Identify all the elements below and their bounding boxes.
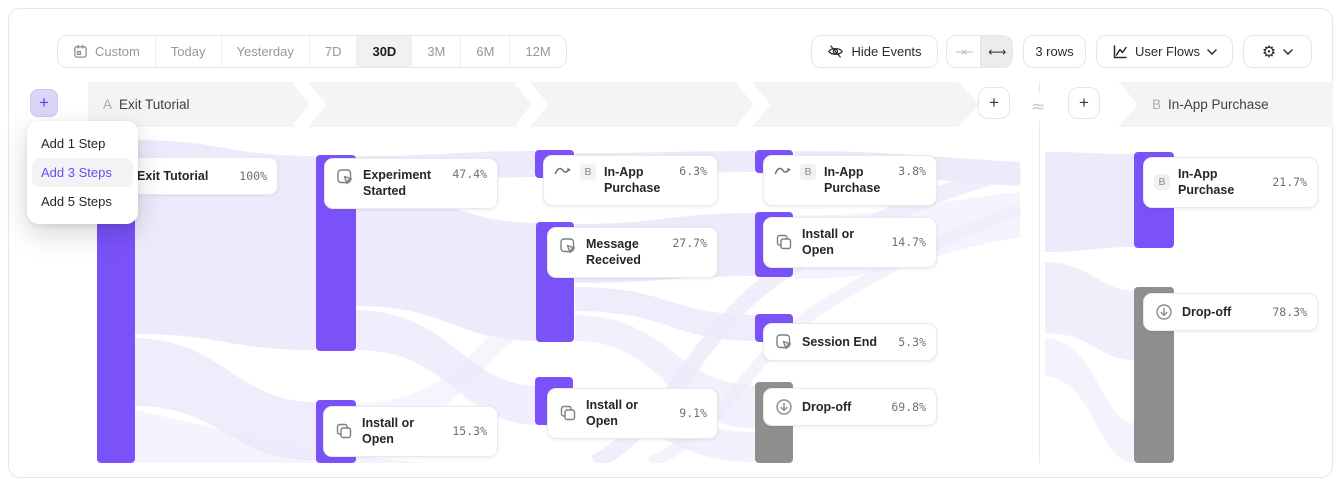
date-range-3m[interactable]: 3M [411,36,460,67]
date-range-yesterday[interactable]: Yesterday [220,36,309,67]
node-label: Drop-off [1182,304,1232,319]
node-label: In-App Purchase [1178,167,1235,198]
node-label: Experiment Started [363,168,432,199]
flow-node-in-app-purchase-b[interactable]: B In-App Purchase 21.7% [1143,157,1318,208]
date-range-today[interactable]: Today [154,36,221,67]
jump-arrow-icon [774,164,792,176]
step-b-title: In-App Purchase [1168,97,1269,112]
settings-dropdown[interactable]: ⚙ [1243,35,1312,68]
flow-chart-icon [1113,44,1127,58]
approx-separator: ≈ [1029,93,1048,121]
rows-button[interactable]: 3 rows [1023,35,1086,68]
view-type-dropdown[interactable]: User Flows [1096,35,1233,68]
step-a-letter: A [103,97,113,112]
flow-node-in-app-purchase-3[interactable]: B In-App Purchase 6.3% [543,155,718,206]
chevron-down-icon [1207,48,1217,55]
node-value: 21.7% [1272,175,1307,190]
step-separator-chevron [736,82,771,127]
date-range-7d[interactable]: 7D [308,36,357,67]
node-label: In-App Purchase [824,165,881,196]
collapse-expand-toggle: →← ←→ [946,35,1013,68]
step-header-band-b[interactable] [1118,82,1333,127]
node-label: In-App Purchase [604,165,661,196]
event-icon [774,332,794,352]
collapse-columns-button[interactable]: →← [955,44,973,59]
step-a-header: A Exit Tutorial [103,82,190,127]
step-b-badge: B [580,164,596,180]
eye-off-icon [828,45,844,58]
view-type-label: User Flows [1134,44,1200,59]
node-label: Install or Open [362,416,415,447]
flow-node-install-or-open-2[interactable]: Install or Open 15.3% [323,406,498,457]
flow-node-install-or-open-4[interactable]: Install or Open 14.7% [763,217,937,268]
section-divider [1039,82,1040,463]
date-range-12m[interactable]: 12M [509,36,565,67]
step-b-header: B In-App Purchase [1152,82,1269,127]
node-value: 78.3% [1272,305,1307,319]
step-b-badge: B [1154,174,1170,191]
event-icon [558,236,578,256]
calendar-icon [74,44,87,58]
node-value: 14.7% [891,235,926,250]
node-value: 15.3% [452,424,487,439]
flow-node-in-app-purchase-4[interactable]: B In-App Purchase 3.8% [763,155,937,206]
node-value: 47.4% [452,167,487,181]
flow-node-session-end[interactable]: Session End 5.3% [763,323,937,361]
copy-icon [334,421,354,441]
node-value: 100% [239,169,267,183]
node-label: Install or Open [802,227,855,258]
menu-item-add-3-steps[interactable]: Add 3 Steps [32,158,133,187]
step-b-letter: B [1152,97,1162,112]
date-range-picker: Custom Today Yesterday 7D 30D 3M 6M 12M [57,35,567,68]
add-step-plus-button[interactable]: + [30,89,58,117]
node-label: Exit Tutorial [137,168,209,183]
drop-off-icon [774,397,794,417]
hide-events-label: Hide Events [851,44,922,59]
jump-arrow-icon [554,164,572,176]
step-b-badge: B [800,164,816,180]
step-separator-chevron [292,82,327,127]
node-label: Session End [802,334,878,349]
expand-columns-button[interactable]: ←→ [979,36,1012,67]
add-step-button[interactable]: + [978,87,1010,119]
date-range-custom[interactable]: Custom [58,36,155,67]
node-label: Install or Open [586,398,639,429]
flow-node-experiment-started[interactable]: Experiment Started 47.4% [324,158,498,209]
node-value: 27.7% [672,236,707,250]
node-label: Message Received [586,237,641,268]
date-range-6m[interactable]: 6M [460,36,509,67]
flow-node-drop-off-b[interactable]: Drop-off 78.3% [1143,293,1318,331]
date-range-label: Custom [95,44,140,59]
node-value: 9.1% [679,406,707,421]
node-value: 5.3% [898,335,926,349]
chevron-down-icon [1283,48,1293,55]
plus-icon: + [39,93,49,112]
add-steps-menu: Add 1 Step Add 3 Steps Add 5 Steps [27,121,138,224]
node-value: 69.8% [891,400,926,414]
node-label: Drop-off [802,399,852,414]
step-a-title: Exit Tutorial [119,97,190,112]
copy-icon [558,403,578,423]
gear-icon: ⚙ [1261,42,1277,61]
step-separator-chevron [514,82,549,127]
hide-events-button[interactable]: Hide Events [811,35,938,68]
menu-item-add-1-step[interactable]: Add 1 Step [41,136,106,151]
drop-off-icon [1154,302,1174,322]
flow-node-message-received[interactable]: Message Received 27.7% [547,227,718,278]
flow-node-drop-off-4[interactable]: Drop-off 69.8% [763,388,937,426]
copy-icon [774,232,794,252]
node-value: 6.3% [679,164,707,178]
node-value: 3.8% [898,164,926,178]
date-range-30d-selected[interactable]: 30D [356,36,412,67]
plus-icon: + [989,93,999,112]
menu-item-add-5-steps[interactable]: Add 5 Steps [41,194,112,209]
flow-node-install-or-open-3[interactable]: Install or Open 9.1% [547,388,718,439]
rows-label: 3 rows [1035,44,1074,59]
add-step-button-b[interactable]: + [1068,87,1100,119]
plus-icon: + [1079,93,1089,112]
event-icon [335,167,355,187]
